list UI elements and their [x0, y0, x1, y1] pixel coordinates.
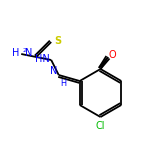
- Text: O: O: [109, 51, 116, 60]
- Text: N: N: [50, 66, 57, 75]
- Text: H: H: [12, 48, 20, 57]
- Text: Cl: Cl: [96, 121, 105, 131]
- Text: H: H: [60, 80, 66, 88]
- Text: 2: 2: [23, 48, 27, 52]
- Text: HN: HN: [35, 54, 50, 63]
- Text: S: S: [54, 36, 61, 45]
- Text: N: N: [25, 48, 32, 57]
